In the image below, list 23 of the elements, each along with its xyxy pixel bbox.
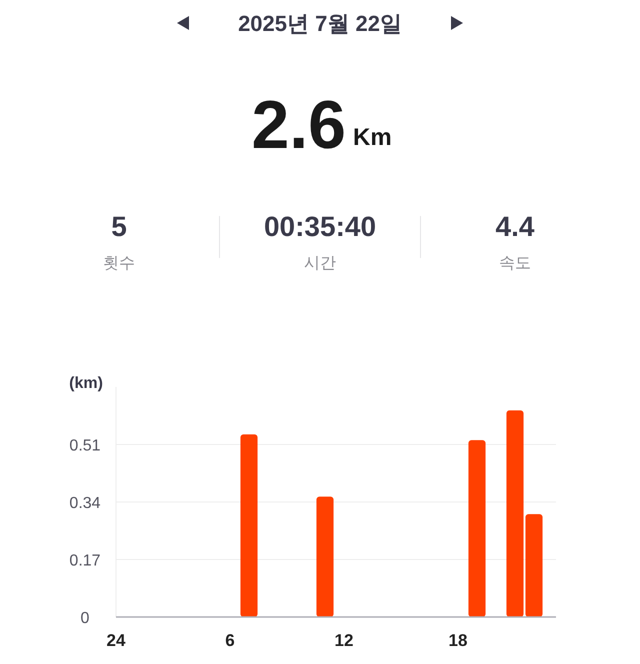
bar [316, 496, 334, 617]
text: 00:35:40 [264, 211, 376, 242]
y-tick-label: 0 [80, 610, 90, 627]
text: 횟수 [103, 255, 135, 272]
y-tick-label: 0.17 [69, 552, 101, 570]
x-tick-label: 12 [334, 631, 354, 650]
x-tick-label: 6 [225, 631, 235, 650]
y-axis-title: (km) [69, 375, 103, 392]
text: 4.4 [496, 211, 535, 242]
y-tick-label: 0.51 [69, 438, 101, 454]
text: 2.6 [251, 87, 346, 163]
x-tick-label: 18 [448, 631, 468, 650]
text: 속도 [499, 255, 531, 272]
bar [506, 410, 524, 617]
x-tick-label: 24 [106, 631, 126, 650]
text: 5 [111, 211, 127, 242]
bar [240, 434, 258, 617]
text: 시간 [304, 255, 336, 272]
chart-title: 2025년 7월 22일 [238, 11, 402, 36]
bar [525, 514, 543, 617]
bar [468, 440, 486, 617]
y-tick-label: 0.34 [69, 495, 101, 512]
text: Km [353, 124, 392, 151]
